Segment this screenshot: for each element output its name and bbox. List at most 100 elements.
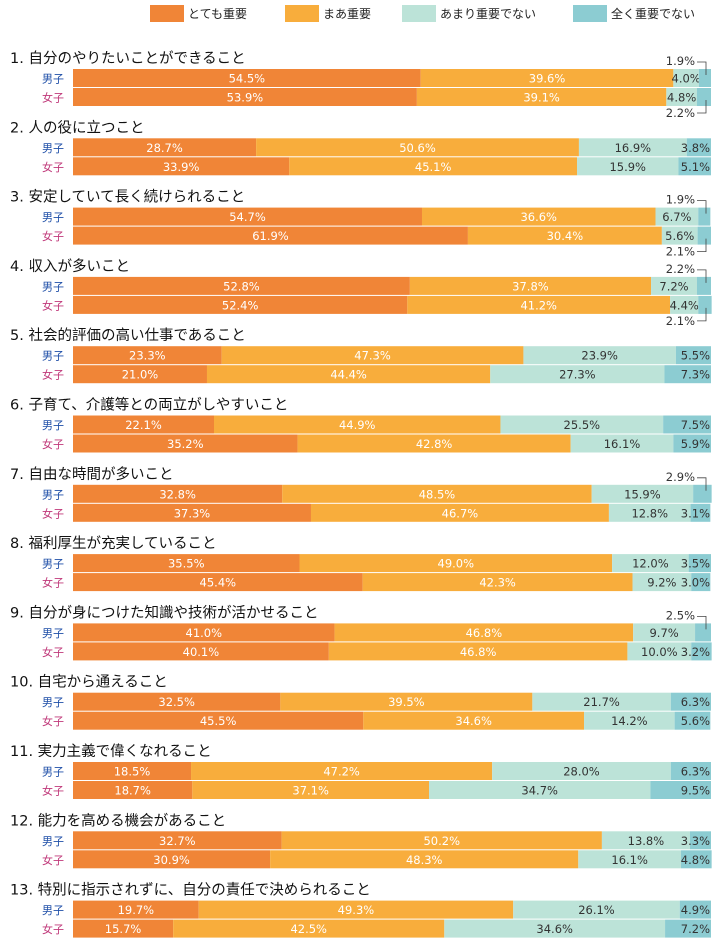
data-label: 30.4% [547,229,584,243]
bar-segment-not-important-at-all [698,69,711,87]
bar-segment-not-important-at-all [665,919,711,938]
bar-segment-not-very-important [492,762,671,780]
bar-segment-somewhat-important [409,276,652,295]
legend-label: 全く重要でない [611,6,696,21]
data-label: 2.1% [666,314,695,328]
bar-segment-not-important-at-all [670,762,711,780]
bar-segment-very-important [73,503,311,522]
data-label: 28.7% [146,141,183,155]
data-label: 49.3% [338,903,375,917]
data-label: 6.3% [681,765,710,779]
row-label: 男子 [42,142,64,155]
data-label: 13.8% [628,834,665,848]
bar-segment-somewhat-important [334,623,634,642]
data-label: 7.3% [681,368,710,382]
data-label: 6.3% [681,695,710,709]
data-label: 23.9% [581,349,618,363]
data-label: 16.1% [604,437,641,451]
legend-item-somewhat-important: まあ重要 [285,4,371,22]
callout-line [697,238,707,253]
bar-segment-not-very-important [577,157,679,176]
data-label: 54.7% [229,210,266,224]
bar-segment-not-very-important [570,434,674,453]
row-label: 女子 [42,645,64,659]
data-label: 5.6% [665,229,694,243]
data-label: 16.9% [615,141,652,155]
bar-segment-somewhat-important [270,850,579,869]
data-label: 42.3% [479,576,516,590]
bar-segment-somewhat-important [191,762,493,780]
callout-line [697,200,707,214]
data-label: 48.5% [419,487,456,501]
data-label: 61.9% [252,229,289,243]
data-label: 22.1% [125,418,162,432]
row-label: 男子 [42,419,64,432]
data-label: 45.5% [200,714,237,728]
data-label: 34.7% [521,784,558,798]
bar-segment-very-important [73,88,417,106]
bar-segment-very-important [73,831,282,850]
category-title: 12. 能力を高める機会があること [10,812,226,829]
data-label: 10.0% [641,645,678,659]
bar-segment-not-very-important [584,711,675,730]
bar-segment-very-important [73,295,408,314]
legend-swatch [573,4,607,22]
bar-segment-not-very-important [490,365,665,384]
bar-segment-very-important [73,207,422,226]
data-label: 7.2% [659,279,688,293]
data-label: 46.7% [442,506,479,520]
data-label: 49.0% [438,557,475,571]
bar-segment-somewhat-important [213,415,501,434]
data-label: 9.5% [681,784,710,798]
data-label: 4.8% [681,853,710,867]
data-label: 32.5% [158,695,195,709]
data-label: 39.1% [523,91,560,105]
category-title: 11. 実力主義で偉くなれること [10,743,212,760]
data-label: 2.2% [666,106,695,120]
bar-segment-not-important-at-all [697,226,711,245]
data-label: 37.3% [174,506,211,520]
legend-item-not-important-at-all: 全く重要でない [573,4,695,22]
bar-segment-not-very-important [444,919,666,938]
bar-segment-not-important-at-all [693,484,712,503]
data-label: 54.5% [229,72,266,86]
data-label: 5.5% [681,349,710,363]
data-label: 21.7% [583,695,620,709]
category-title: 13. 特別に指示されずに、自分の責任で決められること [10,882,371,899]
data-label: 33.9% [163,160,200,174]
data-label: 9.7% [649,626,678,640]
legend-label: とても重要 [188,6,248,21]
bar-segment-very-important [73,434,298,453]
bar-segment-not-important-at-all [696,88,711,106]
data-label: 5.6% [681,714,710,728]
callout-line [697,307,707,322]
data-label: 15.9% [609,160,646,174]
bar-segment-somewhat-important [289,157,578,176]
data-label: 48.3% [406,853,443,867]
data-label: 7.5% [681,418,710,432]
data-label: 42.8% [416,437,453,451]
bar-segment-somewhat-important [407,295,671,314]
data-label: 28.0% [563,765,600,779]
row-label: 女子 [42,853,64,867]
category-title: 3. 安定していて長く続けられること [10,189,245,206]
bar-segment-very-important [73,346,222,365]
bar-segment-very-important [73,554,300,573]
bar-segment-very-important [73,900,199,919]
data-label: 39.6% [529,72,566,86]
bar-segment-not-important-at-all [691,642,712,661]
data-label: 18.5% [114,765,151,779]
bar-segment-not-important-at-all [689,831,711,850]
bar-segment-not-very-important [601,831,690,850]
bar-segment-somewhat-important [206,365,491,384]
row-label: 女子 [42,160,64,174]
row-label: 女子 [42,91,64,105]
bar-segment-very-important [73,711,364,730]
legend-label: あまり重要でない [440,6,537,21]
data-label: 16.1% [611,853,648,867]
callout-line [697,616,707,630]
bar-segment-somewhat-important [282,484,592,503]
bar-segment-not-very-important [523,346,676,365]
bar-segment-very-important [73,850,271,869]
